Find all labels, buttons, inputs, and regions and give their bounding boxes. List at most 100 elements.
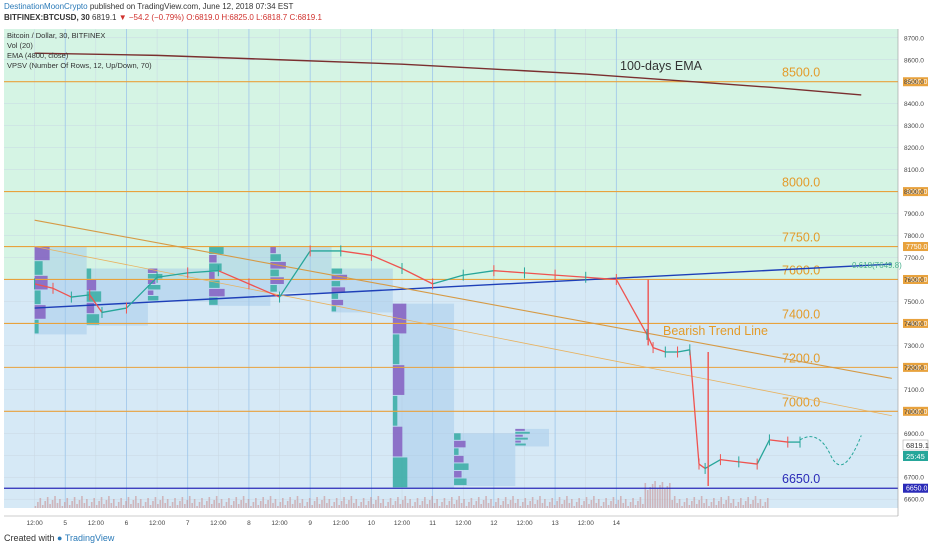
volume-bar [568, 503, 571, 508]
volume-profile-row [209, 246, 224, 255]
volume-bar [735, 506, 737, 508]
time-tick-label: 12:00 [578, 520, 595, 527]
volume-bar [661, 482, 664, 508]
price-series-layer [34, 245, 801, 487]
volume-bar [196, 506, 198, 508]
volume-bar [566, 496, 568, 508]
volume-bar [350, 496, 353, 508]
volume-bar [441, 502, 443, 508]
volume-bar [578, 498, 580, 508]
price-change: ▼ −54.2 (−0.79%) [118, 13, 185, 22]
volume-bar [127, 497, 130, 508]
volume-bar [585, 497, 588, 508]
time-tick-label: 14 [613, 520, 621, 527]
volume-bar [713, 498, 715, 508]
volume-bar [105, 500, 108, 508]
volume-bar [93, 498, 95, 508]
volume-bar [228, 498, 230, 508]
published-text: published on TradingView.com, June 12, 2… [89, 2, 294, 11]
legend-volume: Vol (20) [7, 41, 33, 50]
price-tick-label: 7100.0 [904, 387, 924, 394]
volume-bar [267, 500, 269, 508]
volume-bar [86, 499, 88, 508]
volume-bar [558, 497, 561, 508]
volume-bar [534, 504, 536, 508]
volume-bar [468, 502, 470, 508]
time-axis[interactable]: 12:00 5 12:00 6 12:00 7 12:00 8 12:00 9 12:00 10 12:… [4, 515, 898, 527]
volume-bar [460, 503, 463, 508]
price-segment [101, 307, 127, 314]
volume-bar [553, 505, 556, 508]
time-tick-label: 12:00 [394, 520, 411, 527]
volume-bar [646, 490, 649, 508]
volume-bar [654, 481, 656, 508]
tradingview-brand[interactable]: TradingView [64, 533, 115, 543]
volume-bar [394, 501, 397, 508]
volume-bar [139, 499, 142, 508]
volume-profile-row [392, 365, 405, 395]
volume-bar [117, 502, 120, 508]
volume-bar [392, 505, 394, 508]
volume-bar [497, 498, 500, 508]
level-label: 7000.0 [782, 395, 820, 409]
volume-bar [311, 505, 313, 508]
price-tick-label: 7700.0 [904, 255, 924, 262]
volume-profile-row [515, 443, 526, 446]
volume-bar [691, 501, 693, 508]
rising-trend-line [34, 263, 892, 309]
time-tick-label: 8 [247, 520, 251, 527]
volume-profile-row [34, 305, 46, 319]
volume-bar [673, 496, 676, 508]
volume-bar [112, 499, 115, 508]
volume-bar [764, 502, 767, 508]
volume-bar [335, 498, 338, 508]
volume-profile-row [331, 268, 343, 274]
level-price-tag-text: 7200.0 [906, 365, 928, 372]
price-segment [698, 463, 706, 469]
volume-bar [247, 499, 250, 508]
volume-bar [103, 504, 105, 508]
legend-ema: EMA (4800, close) [7, 51, 69, 60]
volume-profile-row [392, 334, 400, 365]
symbol-label[interactable]: BITFINEX:BTCUSD, 30 [4, 13, 90, 22]
price-segment [689, 349, 700, 465]
volume-bar [255, 498, 257, 508]
volume-bar [39, 498, 42, 508]
price-tick-label: 7500.0 [904, 299, 924, 306]
volume-bar [593, 496, 595, 508]
volume-profile-row [34, 319, 39, 334]
volume-bar [171, 502, 174, 508]
volume-bar [375, 500, 377, 508]
volume-bar [419, 505, 421, 508]
price-tick-label: 7000.0 [904, 409, 924, 416]
price-segment [248, 283, 280, 298]
volume-profile-row [270, 284, 277, 292]
volume-bar [573, 506, 576, 508]
volume-bar [338, 505, 340, 508]
tradingview-logo-icon[interactable]: ● [57, 533, 63, 543]
price-tick-label: 6600.0 [904, 497, 924, 504]
volume-bar [436, 499, 438, 508]
volume-bar [51, 500, 54, 508]
volume-profile-row [209, 263, 222, 271]
fib-annotation: 0.618(7649.8) [852, 261, 902, 270]
volume-bar [519, 506, 522, 508]
volume-bar [294, 500, 296, 508]
price-chart[interactable]: 8500.0 8500.0 8000.0 8000.0 7750.0 7750.0 7600… [0, 24, 932, 530]
volume-bar [465, 506, 468, 508]
price-axis[interactable]: 6600.06700.06800.06900.07000.07100.07200… [897, 29, 924, 516]
volume-bar [186, 500, 189, 508]
level-price-tag-text: 8500.0 [906, 79, 928, 86]
volume-bar [169, 506, 171, 508]
volume-bar [313, 501, 316, 508]
chart-header: DestinationMoonCrypto published on Tradi… [0, 0, 932, 24]
volume-bar [230, 505, 233, 508]
volume-bar [225, 502, 228, 508]
volume-bar [142, 506, 144, 508]
volume-bar [257, 505, 260, 508]
volume-bar [698, 500, 700, 508]
volume-bar [343, 497, 345, 508]
author-link[interactable]: DestinationMoonCrypto [4, 2, 88, 11]
volume-bar [548, 502, 551, 508]
time-tick-label: 12:00 [88, 520, 105, 527]
